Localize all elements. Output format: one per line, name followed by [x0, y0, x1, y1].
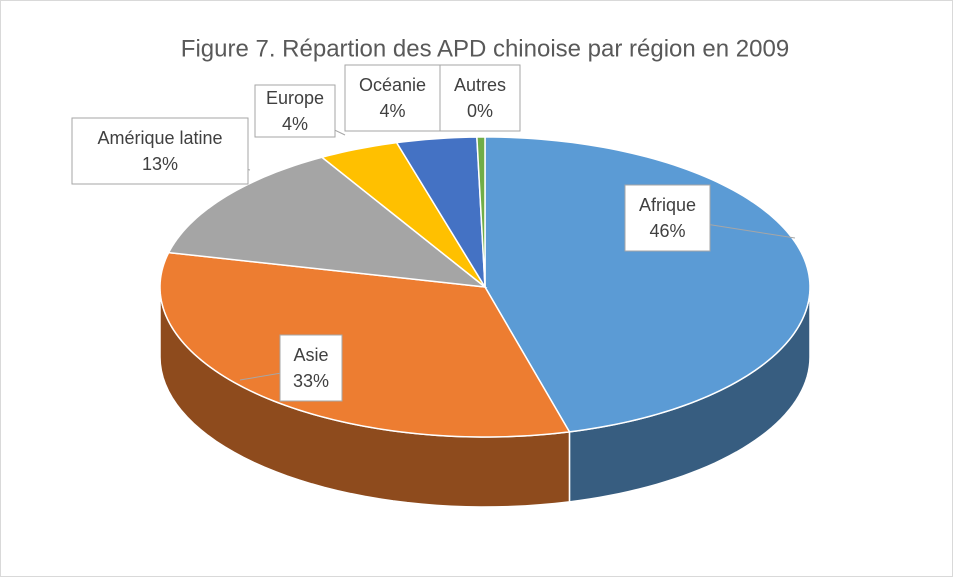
label-category: Amérique latine [97, 128, 222, 148]
label-box [254, 84, 336, 138]
chart-title: Figure 7. Répartion des APD chinoise par… [181, 35, 789, 62]
label-box [344, 64, 441, 132]
label-box [439, 64, 521, 132]
label-value: 4% [379, 101, 405, 121]
label-category: Océanie [359, 75, 426, 95]
label-value: 0% [467, 101, 493, 121]
label-value: 13% [142, 154, 178, 174]
label-value: 4% [282, 114, 308, 134]
pie-slice [395, 136, 486, 288]
label-box [279, 334, 343, 402]
pie-slice [167, 156, 488, 289]
label-value: 46% [649, 221, 685, 241]
label-category: Asie [293, 345, 328, 365]
pie-slice [159, 251, 571, 438]
pie-slice [484, 136, 811, 433]
label-box [624, 184, 711, 252]
label-value: 33% [293, 371, 329, 391]
label-category: Europe [266, 88, 324, 108]
label-category: Afrique [639, 195, 696, 215]
label-category: Autres [454, 75, 506, 95]
pie-slice [320, 141, 486, 288]
label-box [71, 117, 249, 185]
pie-slice [476, 136, 486, 288]
